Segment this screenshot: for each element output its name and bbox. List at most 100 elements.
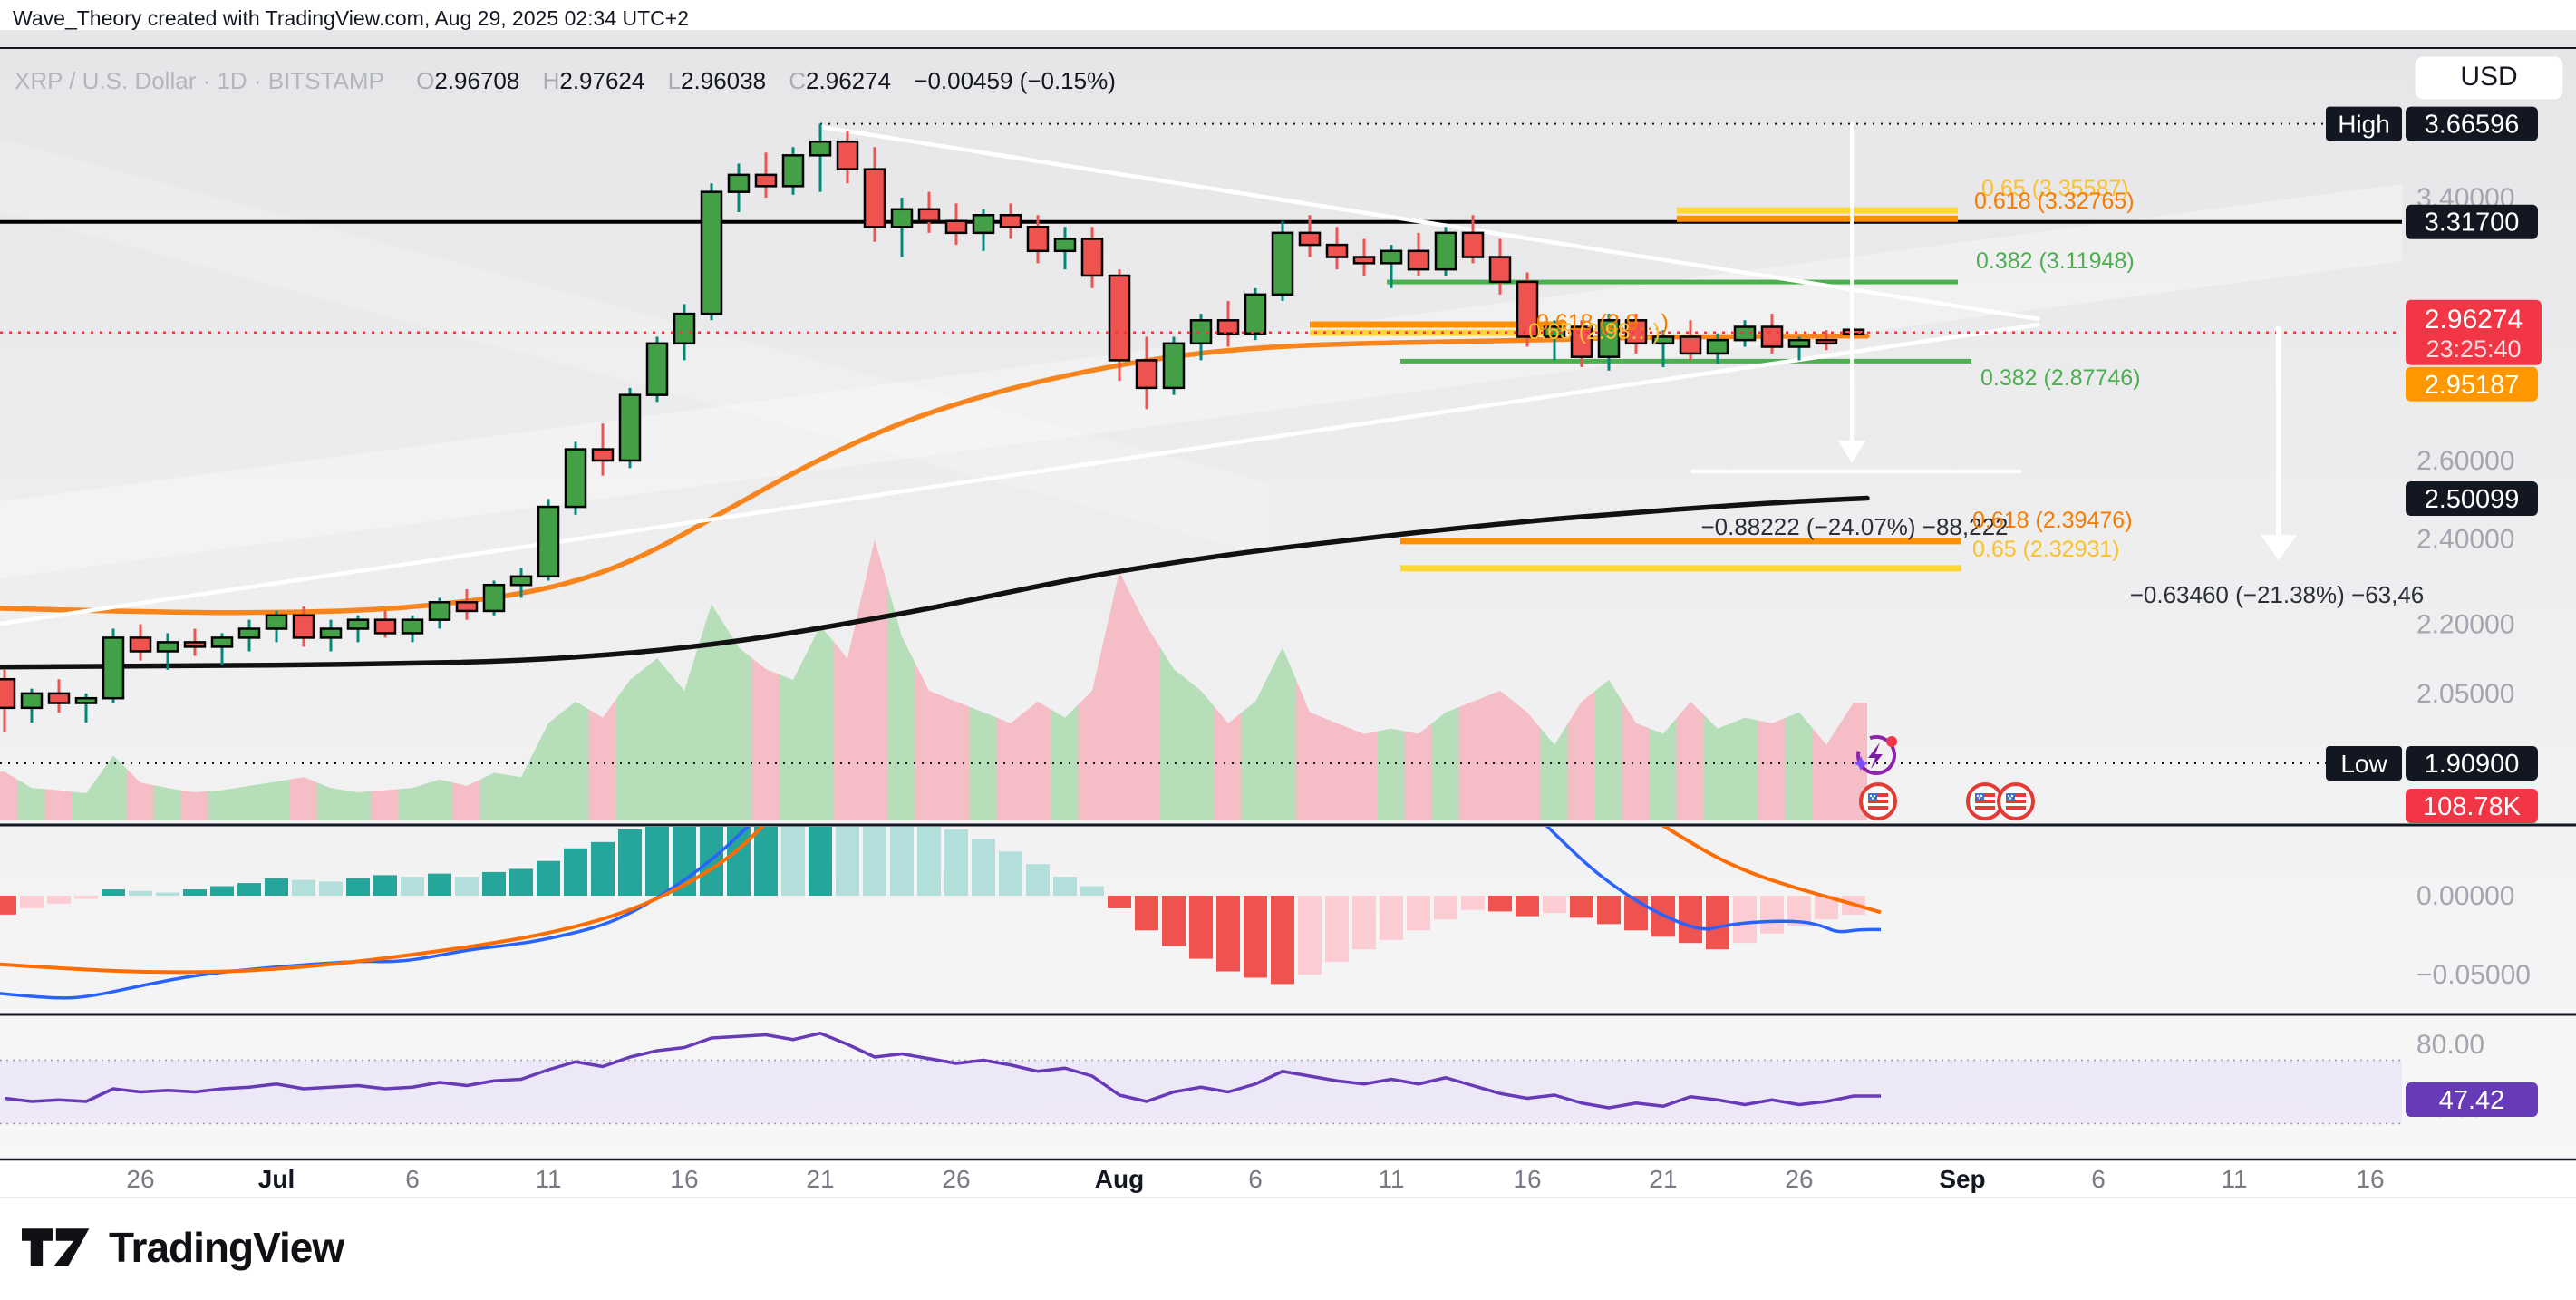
candle[interactable] (401, 618, 424, 635)
candle[interactable] (754, 173, 778, 188)
candle[interactable] (700, 190, 723, 315)
candle[interactable] (1080, 238, 1104, 277)
macd-histogram-bar (1352, 896, 1376, 950)
candle[interactable] (1651, 335, 1675, 345)
trendline[interactable] (0, 322, 2040, 626)
volume-segment (1813, 723, 1840, 820)
candle[interactable] (809, 140, 832, 157)
tradingview-logo-icon[interactable] (22, 1227, 92, 1268)
close-value: 2.96274 (806, 67, 892, 94)
symbol-legend[interactable]: XRP / U.S. Dollar · 1D · BITSTAMP O2.967… (15, 67, 1116, 95)
candle[interactable] (781, 154, 805, 188)
candle[interactable] (1706, 338, 1729, 355)
candle[interactable] (265, 614, 288, 630)
candle[interactable] (0, 677, 16, 710)
candle[interactable] (1543, 325, 1566, 338)
candle[interactable] (1244, 293, 1267, 335)
candle[interactable] (1760, 325, 1784, 348)
volume-segment (943, 695, 970, 820)
chart-canvas[interactable]: −0.88222 (−24.07%) −88,222 −0.63460 (−21.… (0, 30, 2576, 1198)
symbol-title[interactable]: XRP / U.S. Dollar · 1D · BITSTAMP (15, 67, 384, 94)
candle[interactable] (237, 627, 261, 639)
candle[interactable] (210, 636, 234, 648)
lightning-event-icon[interactable] (1852, 731, 1902, 781)
candle[interactable] (1815, 338, 1838, 345)
candle[interactable] (917, 208, 941, 222)
candle[interactable] (1461, 231, 1485, 258)
candle[interactable] (1298, 231, 1322, 247)
candle[interactable] (47, 692, 71, 704)
candle[interactable] (1733, 325, 1757, 342)
candle[interactable] (1570, 325, 1593, 358)
candle[interactable] (1407, 249, 1430, 271)
currency-button[interactable]: USD (2414, 55, 2564, 101)
candle[interactable] (564, 448, 587, 509)
candle[interactable] (183, 641, 207, 648)
brand-text[interactable]: TradingView (109, 1224, 344, 1271)
candle[interactable] (537, 505, 560, 578)
volume-segment (1079, 631, 1106, 820)
candle[interactable] (1162, 342, 1186, 390)
candle[interactable] (863, 168, 886, 228)
candle[interactable] (373, 618, 397, 635)
candle[interactable] (1189, 319, 1213, 345)
candle[interactable] (319, 627, 343, 639)
macd-histogram-bar (591, 841, 615, 896)
candle[interactable] (482, 583, 506, 613)
macd-histogram-bar (265, 878, 288, 896)
candle[interactable] (618, 393, 642, 462)
candle[interactable] (20, 692, 44, 710)
macd-histogram-bar (1108, 896, 1131, 908)
volume-segment (1677, 701, 1704, 820)
candle[interactable] (1352, 256, 1376, 265)
trendline[interactable] (819, 124, 2040, 322)
time-axis-strip[interactable] (0, 1159, 2576, 1198)
volume-segment (1351, 728, 1378, 820)
arrow-head (1838, 441, 1865, 463)
candle[interactable] (1108, 274, 1131, 362)
fib-band (1677, 207, 1958, 214)
candle[interactable] (1434, 231, 1457, 271)
candle[interactable] (673, 312, 696, 345)
candle[interactable] (999, 213, 1022, 228)
candle[interactable] (1053, 238, 1077, 253)
candle[interactable] (509, 575, 533, 587)
candle[interactable] (727, 173, 751, 193)
candle[interactable] (129, 636, 152, 653)
candle[interactable] (428, 601, 451, 621)
us-flag-event-icon[interactable] (1997, 782, 2035, 820)
candle[interactable] (944, 219, 968, 235)
candle[interactable] (836, 140, 859, 170)
macd-histogram-bar (1407, 896, 1430, 931)
candle[interactable] (1516, 280, 1539, 338)
candle[interactable] (455, 601, 479, 613)
candle[interactable] (890, 208, 914, 228)
volume-segment (263, 779, 290, 820)
candle[interactable] (645, 342, 669, 396)
candle[interactable] (1624, 319, 1648, 345)
candle[interactable] (74, 696, 98, 704)
candle[interactable] (292, 614, 315, 639)
level-price-badge: 3.31700 (2406, 204, 2538, 239)
volume-segment (208, 788, 236, 820)
candle[interactable] (1026, 226, 1050, 253)
candle[interactable] (591, 448, 615, 462)
candle[interactable] (1135, 359, 1158, 390)
candle[interactable] (102, 636, 125, 700)
volume-segment (1459, 695, 1487, 820)
candle[interactable] (1325, 243, 1349, 258)
candle[interactable] (1679, 335, 1702, 355)
candle[interactable] (1216, 319, 1240, 335)
candle[interactable] (1488, 256, 1512, 284)
candle[interactable] (972, 213, 995, 235)
candle[interactable] (1271, 231, 1294, 296)
candle[interactable] (156, 641, 179, 653)
candle[interactable] (346, 618, 370, 630)
us-flag-event-icon[interactable] (1859, 782, 1897, 820)
volume-segment (480, 772, 508, 820)
volume-segment (752, 658, 780, 820)
candle[interactable] (1787, 338, 1811, 348)
candle[interactable] (1597, 319, 1621, 358)
candle[interactable] (1380, 249, 1403, 265)
price-axis-tick: 2.40000 (2416, 525, 2514, 555)
